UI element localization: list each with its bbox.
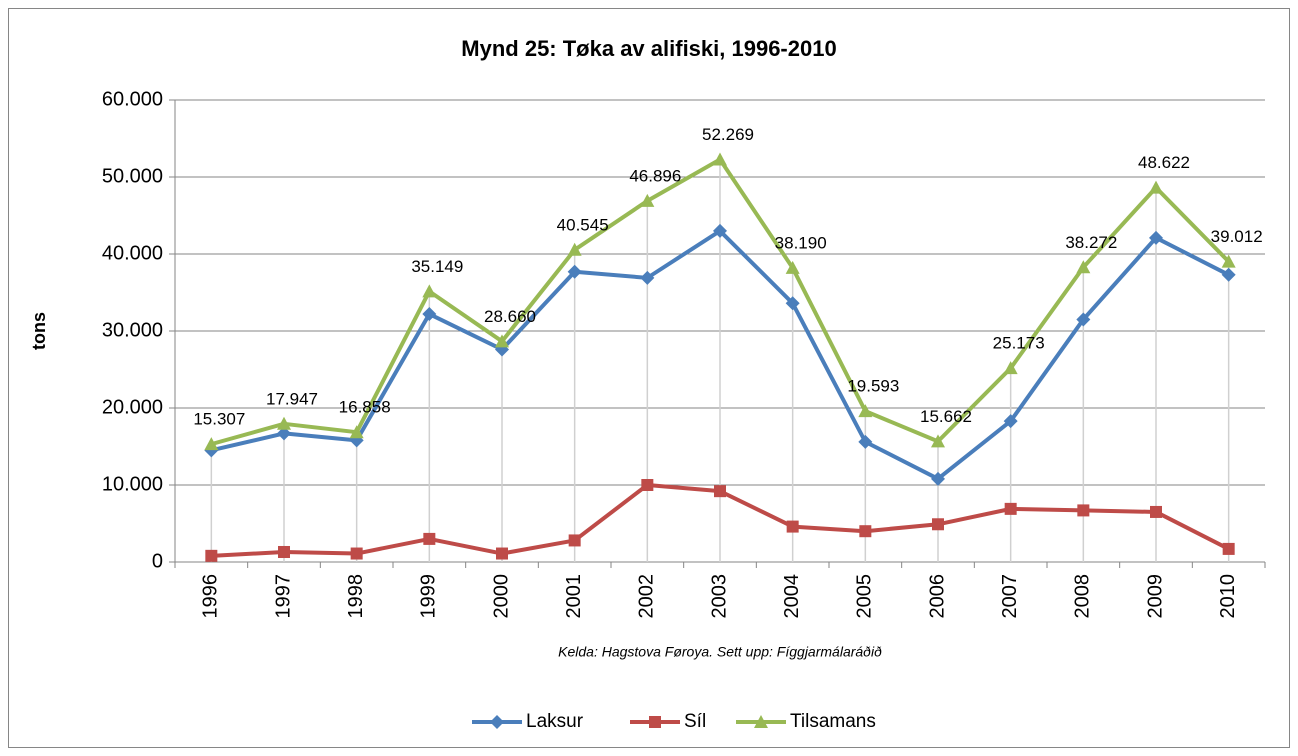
data-label: 15.662 [920,407,972,426]
legend-label: Síl [684,711,706,732]
data-label: 38.272 [1065,233,1117,252]
x-tick-label: 2007 [999,574,1021,619]
point-marker [567,242,582,256]
point-marker [422,307,437,322]
point-marker [1149,180,1163,194]
data-label: 16.858 [339,398,391,417]
data-label: 38.190 [775,233,827,252]
point-marker [277,416,291,430]
point-marker [490,715,504,729]
y-axis-label: tons [29,312,49,350]
x-tick-label: 2001 [563,574,585,619]
y-tick-label: 60.000 [102,88,163,110]
x-tick-label: 1998 [345,574,367,619]
y-tick-label: 10.000 [102,473,163,495]
point-marker [931,434,945,448]
data-label: 39.012 [1211,227,1263,246]
x-tick-label: 1999 [418,574,440,619]
legend-label: Tilsamans [790,711,876,732]
data-label: 17.947 [266,389,318,408]
legend-label: Laksur [526,711,584,732]
x-tick-label: 2006 [926,574,948,619]
x-tick-label: 1996 [200,574,222,619]
point-marker [932,518,944,531]
y-tick-label: 30.000 [102,319,163,341]
y-tick-label: 50.000 [102,165,163,187]
point-marker [713,152,727,166]
data-label: 28.660 [484,307,536,326]
point-marker [204,437,219,451]
point-marker [350,547,363,560]
data-label: 15.307 [193,410,245,429]
point-marker [649,716,661,728]
point-marker [785,260,800,274]
point-marker [640,270,655,285]
data-label: 35.149 [411,257,463,276]
chart-title: Mynd 25: Tøka av alifiski, 1996-2010 [461,36,836,61]
x-tick-label: 2008 [1072,574,1094,619]
source-note: Kelda: Hagstova Føroya. Sett upp: Fíggja… [558,644,882,660]
point-marker [1221,254,1236,268]
point-marker [713,223,727,238]
data-label: 19.593 [847,377,899,396]
point-marker [567,264,582,279]
data-label: 52.269 [702,125,754,144]
point-marker [1003,361,1018,375]
point-marker [422,284,437,298]
point-marker [423,532,436,545]
point-marker [858,434,873,449]
point-marker [858,404,873,418]
point-marker [495,334,509,348]
point-marker [496,547,508,560]
point-marker [278,545,290,558]
x-tick-label: 2003 [708,574,730,619]
x-tick-label: 1997 [272,574,294,619]
point-marker [786,520,799,533]
y-tick-label: 0 [152,550,163,572]
point-marker [1149,230,1163,245]
point-marker [1222,542,1235,555]
point-marker [785,296,800,311]
point-marker [1150,505,1162,518]
point-marker [1221,267,1236,282]
point-marker [349,425,364,439]
data-label: 25.173 [993,334,1045,353]
x-tick-label: 2004 [781,574,803,619]
point-marker [1076,260,1091,274]
y-tick-label: 40.000 [102,242,163,264]
x-tick-label: 2005 [854,574,876,619]
point-marker [1076,312,1091,327]
point-marker [1003,414,1018,429]
point-marker [205,549,218,562]
point-marker [714,485,726,498]
y-tick-label: 20.000 [102,396,163,418]
point-marker [1004,502,1017,515]
chart-border [8,8,1290,748]
point-marker [568,534,581,547]
point-marker [931,471,945,486]
point-marker [754,715,768,728]
point-marker [859,525,872,538]
point-marker [277,426,291,441]
point-marker [641,479,654,491]
data-label: 46.896 [629,166,681,185]
x-tick-label: 2009 [1144,574,1166,619]
x-tick-label: 2010 [1217,574,1239,619]
x-tick-label: 2000 [490,574,512,619]
x-tick-label: 2002 [636,574,658,619]
data-label: 48.622 [1138,153,1190,172]
point-marker [1077,504,1090,517]
point-marker [640,193,655,207]
data-label: 40.545 [557,215,609,234]
